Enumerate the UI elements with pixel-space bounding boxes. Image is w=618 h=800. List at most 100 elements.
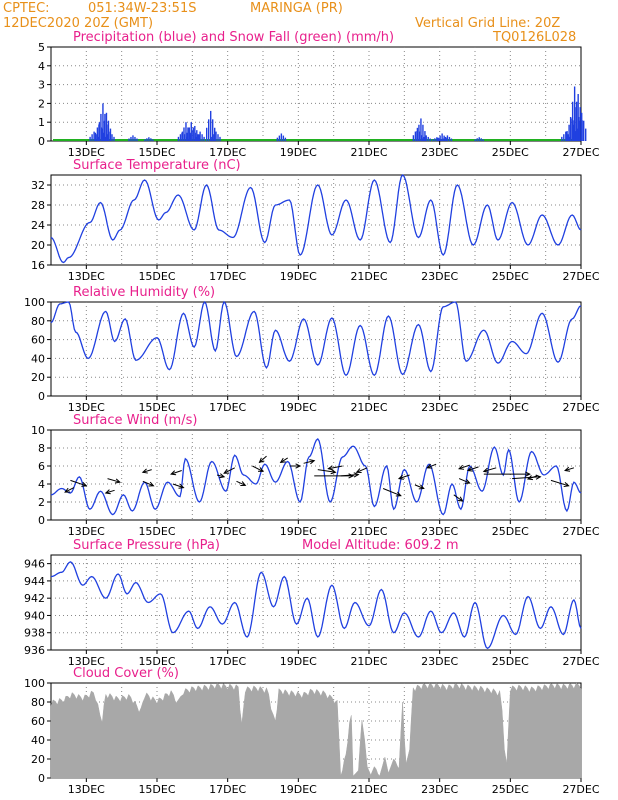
x-tick-label: 27DEC bbox=[562, 270, 599, 283]
wind-arrow-shaft bbox=[398, 474, 410, 480]
wind-arrow-head bbox=[464, 479, 471, 484]
precipitation-bar bbox=[421, 138, 423, 141]
x-tick-label: 15DEC bbox=[138, 655, 175, 668]
x-tick-label: 23DEC bbox=[421, 525, 458, 538]
wind-arrow-head bbox=[564, 466, 571, 472]
precipitation-bar bbox=[211, 136, 213, 141]
wind-arrow bbox=[453, 494, 464, 502]
precipitation-bar bbox=[201, 134, 203, 141]
precipitation-bar bbox=[480, 138, 482, 141]
wind-arrow-head bbox=[458, 464, 465, 470]
wind-arrow bbox=[355, 467, 368, 474]
wind-arrow-head bbox=[257, 467, 265, 472]
x-tick-label: 25DEC bbox=[492, 270, 529, 283]
x-tick-label: 25DEC bbox=[492, 783, 529, 796]
precipitation-bar bbox=[571, 101, 574, 141]
wind-arrow-head bbox=[219, 473, 226, 479]
wind-arrow bbox=[327, 465, 343, 471]
wind-arrow-shaft bbox=[107, 478, 121, 483]
wind-arrow-shaft bbox=[236, 480, 246, 486]
panel-title: Precipitation (blue) and Snow Fall (gree… bbox=[73, 30, 394, 45]
x-tick-label: 19DEC bbox=[280, 655, 317, 668]
wind-arrow-head bbox=[240, 481, 247, 486]
wind-arrow bbox=[216, 473, 226, 479]
precipitation-bar bbox=[561, 136, 563, 141]
precipitation-bar bbox=[284, 137, 287, 141]
x-tick-label: 21DEC bbox=[350, 270, 387, 283]
x-tick-label: 27DEC bbox=[562, 783, 599, 796]
precipitation-bar bbox=[278, 135, 281, 141]
precipitation-bar bbox=[583, 120, 585, 141]
precipitation-bar bbox=[577, 128, 579, 141]
x-tick-label: 21DEC bbox=[350, 783, 387, 796]
precipitation-bar bbox=[423, 136, 425, 141]
header-model-code: TQ0126L028 bbox=[492, 30, 576, 45]
wind-arrow bbox=[426, 463, 437, 469]
wind-arrow bbox=[340, 472, 360, 478]
wind-arrow-head bbox=[563, 482, 570, 488]
x-tick-label: 23DEC bbox=[421, 655, 458, 668]
x-tick-label: 23DEC bbox=[421, 270, 458, 283]
y-tick-label: 936 bbox=[24, 644, 45, 657]
precipitation-bar bbox=[186, 132, 188, 141]
precipitation-bar bbox=[563, 134, 565, 141]
panel-frame bbox=[50, 174, 582, 266]
wind-arrow-head bbox=[426, 463, 433, 469]
precipitation-bar bbox=[93, 131, 95, 141]
x-tick-label: 27DEC bbox=[562, 655, 599, 668]
precipitation-bar bbox=[420, 118, 422, 141]
precipitation-bar bbox=[102, 103, 104, 141]
panel-2: Surface Temperature (nC) 16 20 24 28 32 13DEC 1… bbox=[31, 158, 600, 283]
wind-arrow-head bbox=[258, 457, 265, 464]
series-line bbox=[50, 438, 582, 516]
wind-arrow bbox=[279, 457, 289, 464]
wind-arrow-head bbox=[525, 471, 531, 477]
x-tick-label: 25DEC bbox=[492, 525, 529, 538]
precipitation-bar bbox=[566, 131, 568, 141]
precipitation-bar bbox=[144, 139, 146, 141]
series-line bbox=[50, 561, 582, 650]
x-tick-label: 15DEC bbox=[138, 525, 175, 538]
precipitation-bar bbox=[97, 136, 99, 141]
x-tick-label: 17DEC bbox=[209, 783, 246, 796]
x-tick-label: 21DEC bbox=[350, 401, 387, 414]
panel-subtitle: Model Altitude: 609.2 m bbox=[302, 538, 459, 553]
precipitation-bar bbox=[412, 135, 415, 141]
precipitation-bar bbox=[146, 138, 148, 141]
wind-arrow-shaft bbox=[105, 489, 115, 494]
panels: Precipitation (blue) and Snow Fall (gree… bbox=[24, 30, 600, 796]
wind-arrow bbox=[466, 466, 479, 472]
x-tick-label: 19DEC bbox=[280, 401, 317, 414]
wind-arrow-head bbox=[526, 475, 534, 481]
precipitation-bar bbox=[416, 131, 418, 141]
x-tick-label: 17DEC bbox=[209, 525, 246, 538]
y-tick-label: 28 bbox=[31, 199, 45, 212]
wind-arrow-shaft bbox=[527, 475, 538, 480]
y-tick-label: 946 bbox=[24, 558, 45, 571]
y-tick-label: 942 bbox=[24, 592, 45, 605]
x-tick-label: 19DEC bbox=[280, 146, 317, 159]
x-tick-label: 23DEC bbox=[421, 146, 458, 159]
wind-arrow-head bbox=[170, 470, 177, 476]
x-tick-label: 13DEC bbox=[68, 525, 105, 538]
y-tick-label: 40 bbox=[31, 352, 45, 365]
precipitation-bar bbox=[569, 117, 572, 141]
wind-arrow-head bbox=[104, 489, 111, 495]
wind-arrow bbox=[550, 479, 570, 488]
x-tick-label: 27DEC bbox=[562, 146, 599, 159]
wind-arrow bbox=[414, 484, 425, 490]
precipitation-bar bbox=[443, 135, 445, 141]
precipitation-bar bbox=[100, 113, 102, 141]
x-tick-label: 21DEC bbox=[350, 525, 387, 538]
precipitation-bar bbox=[439, 135, 441, 141]
precipitation-bar bbox=[448, 136, 451, 141]
precipitation-bar bbox=[107, 134, 109, 141]
precipitation-bar bbox=[98, 124, 100, 141]
x-tick-label: 13DEC bbox=[68, 270, 105, 283]
panel-title: Surface Pressure (hPa) bbox=[73, 538, 220, 553]
wind-arrow bbox=[258, 455, 267, 464]
wind-arrow-head bbox=[64, 487, 71, 493]
y-tick-label: 60 bbox=[31, 334, 45, 347]
wind-arrow-shaft bbox=[340, 474, 359, 477]
series-line bbox=[50, 174, 582, 264]
